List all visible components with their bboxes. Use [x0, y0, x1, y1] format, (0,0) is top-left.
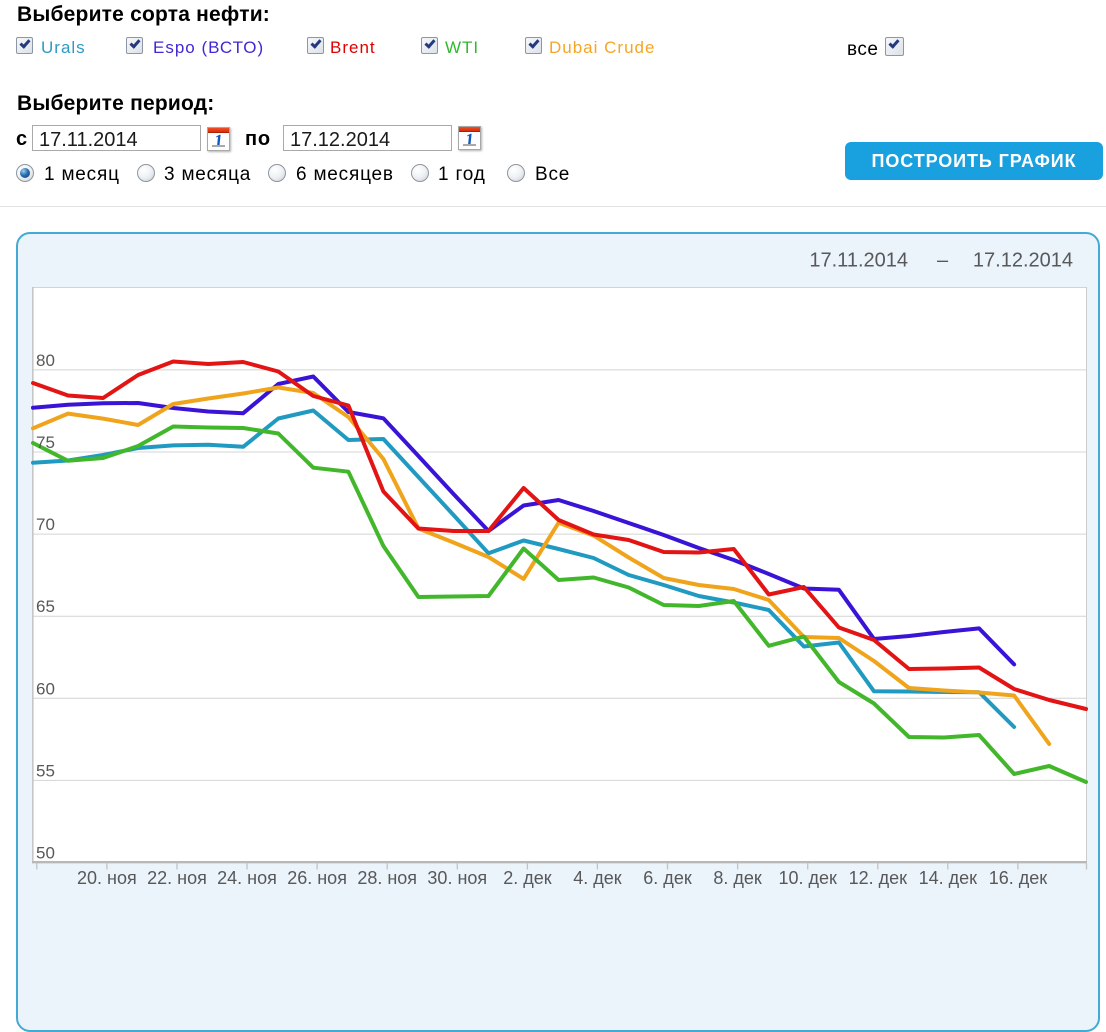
svg-text:26. ноя: 26. ноя — [287, 868, 347, 888]
svg-text:12. дек: 12. дек — [849, 868, 908, 888]
svg-text:17.11.2014: 17.11.2014 — [809, 250, 908, 272]
svg-text:16. дек: 16. дек — [989, 868, 1048, 888]
svg-text:28. ноя: 28. ноя — [357, 868, 417, 888]
svg-text:65: 65 — [36, 597, 55, 616]
svg-text:8. дек: 8. дек — [713, 868, 762, 888]
svg-text:60: 60 — [36, 679, 55, 698]
svg-text:6. дек: 6. дек — [643, 868, 692, 888]
svg-text:22. ноя: 22. ноя — [147, 868, 207, 888]
svg-text:14. дек: 14. дек — [919, 868, 978, 888]
svg-text:30. ноя: 30. ноя — [427, 868, 487, 888]
svg-text:50: 50 — [36, 844, 55, 863]
svg-text:10. дек: 10. дек — [778, 868, 837, 888]
svg-text:55: 55 — [36, 761, 55, 780]
svg-text:24. ноя: 24. ноя — [217, 868, 277, 888]
svg-text:80: 80 — [36, 351, 55, 370]
svg-text:–: – — [937, 250, 949, 272]
svg-text:70: 70 — [36, 515, 55, 534]
svg-text:75: 75 — [36, 433, 55, 452]
svg-text:2. дек: 2. дек — [503, 868, 552, 888]
svg-text:17.12.2014: 17.12.2014 — [973, 250, 1073, 272]
svg-text:20. ноя: 20. ноя — [77, 868, 137, 888]
svg-text:4. дек: 4. дек — [573, 868, 622, 888]
